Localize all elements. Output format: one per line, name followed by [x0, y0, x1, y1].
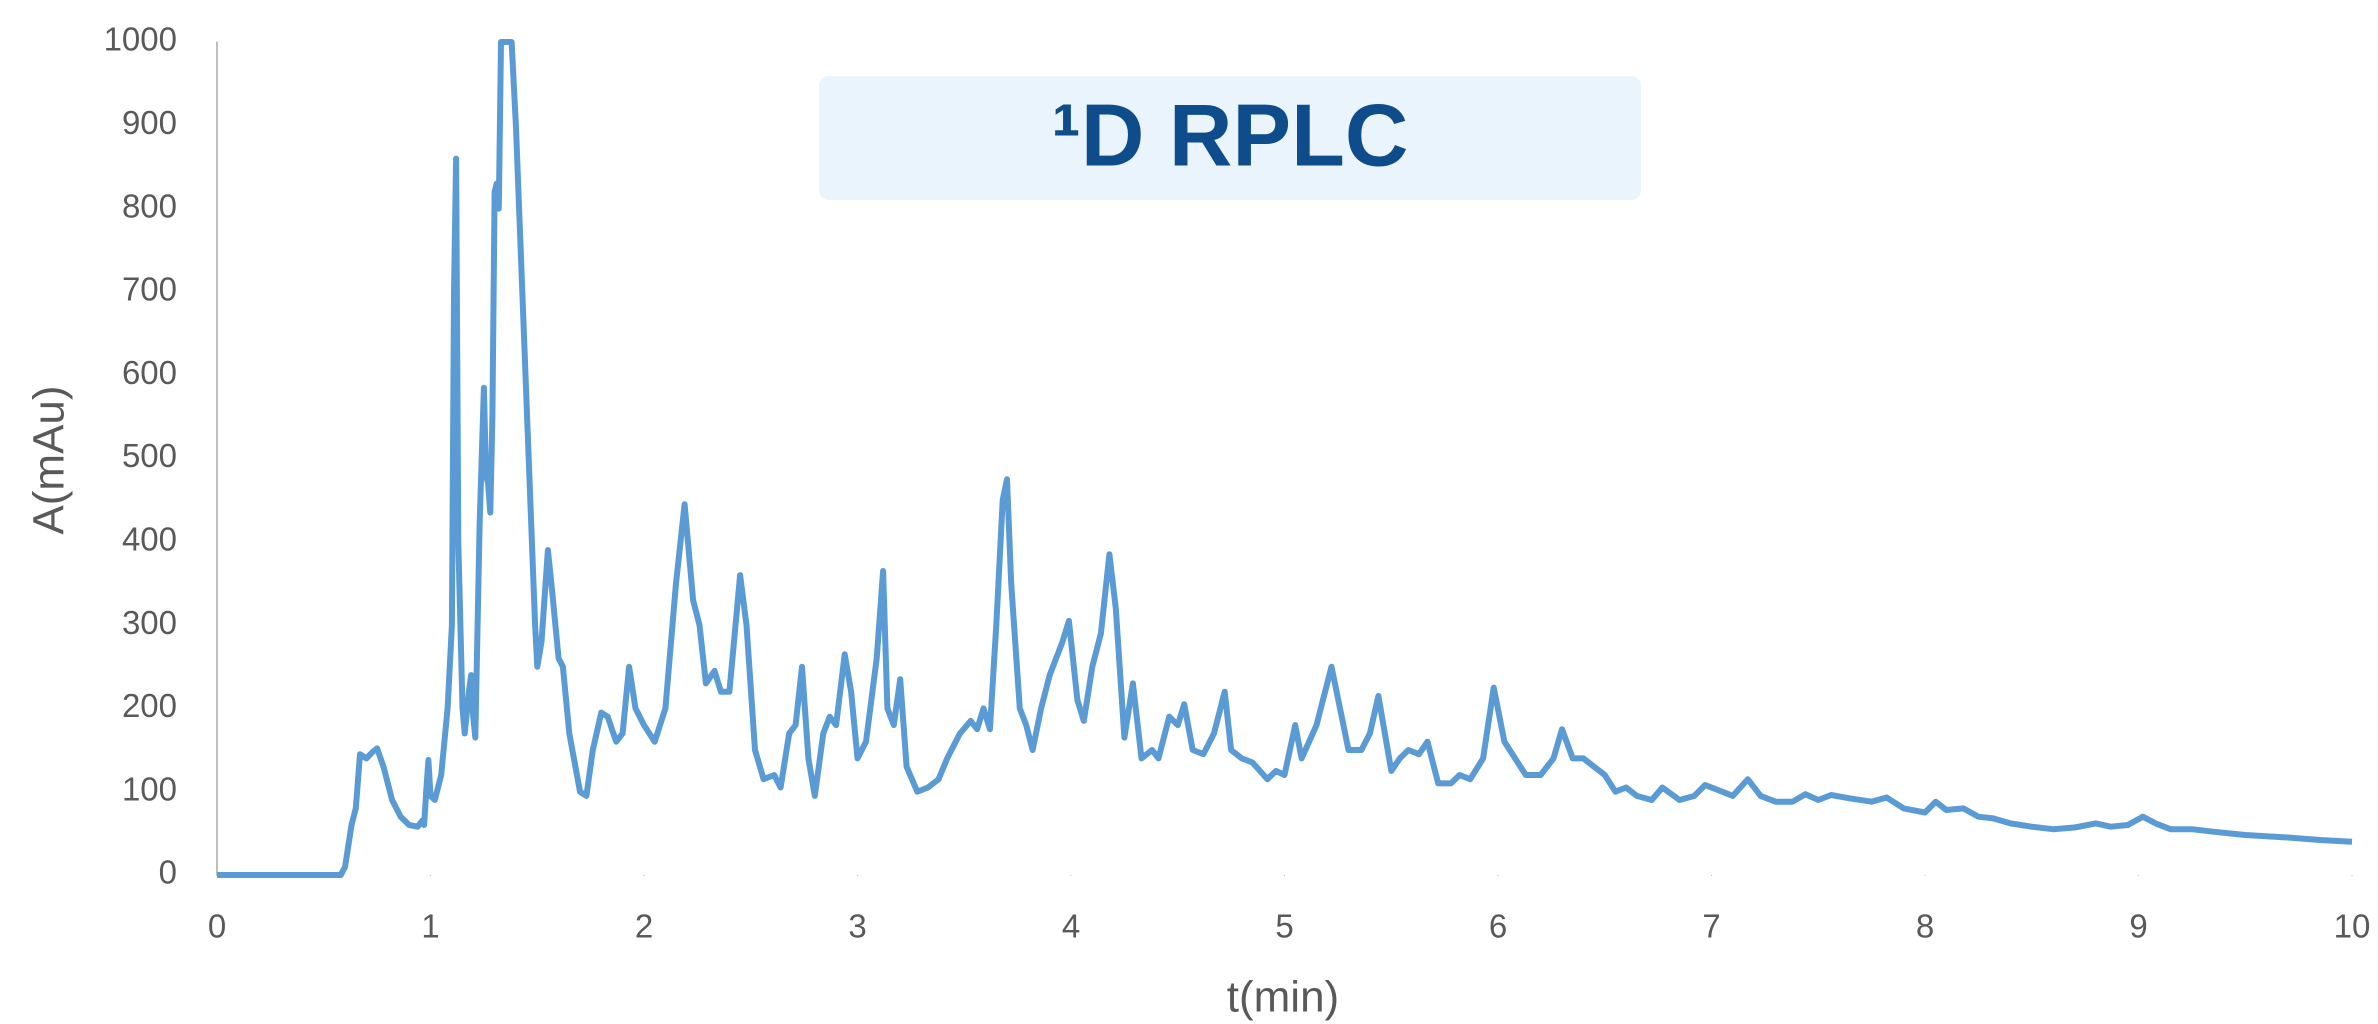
x-tick-label: 1: [421, 908, 439, 945]
x-tick-label: 3: [848, 908, 866, 945]
y-tick-label: 700: [122, 271, 177, 308]
x-tick-label: 10: [2334, 908, 2371, 945]
y-tick-label: 100: [122, 770, 177, 807]
y-axis-title: A(mAu): [25, 385, 74, 534]
y-tick-label: 300: [122, 604, 177, 641]
x-tick-label: 2: [635, 908, 653, 945]
title-box: [819, 76, 1641, 200]
y-tick-label: 500: [122, 437, 177, 474]
chart-title: ¹D RPLC: [1052, 85, 1409, 184]
y-tick-label: 0: [159, 854, 177, 891]
x-tick-label: 0: [208, 908, 226, 945]
y-tick-label: 400: [122, 521, 177, 558]
x-tick-label: 7: [1702, 908, 1720, 945]
chromatogram-line: [217, 39, 2353, 878]
y-tick-label: 1000: [104, 21, 177, 58]
y-tick-label: 900: [122, 104, 177, 141]
x-tick-label: 6: [1489, 908, 1507, 945]
y-tick-label: 800: [122, 187, 177, 224]
x-tick-label: 4: [1062, 908, 1080, 945]
x-tick-label: 9: [2129, 908, 2147, 945]
x-axis-title: t(min): [1227, 973, 1339, 1022]
y-tick-label: 200: [122, 687, 177, 724]
x-tick-label: 5: [1275, 908, 1293, 945]
x-tick-label: 8: [1916, 908, 1934, 945]
y-tick-label: 600: [122, 354, 177, 391]
